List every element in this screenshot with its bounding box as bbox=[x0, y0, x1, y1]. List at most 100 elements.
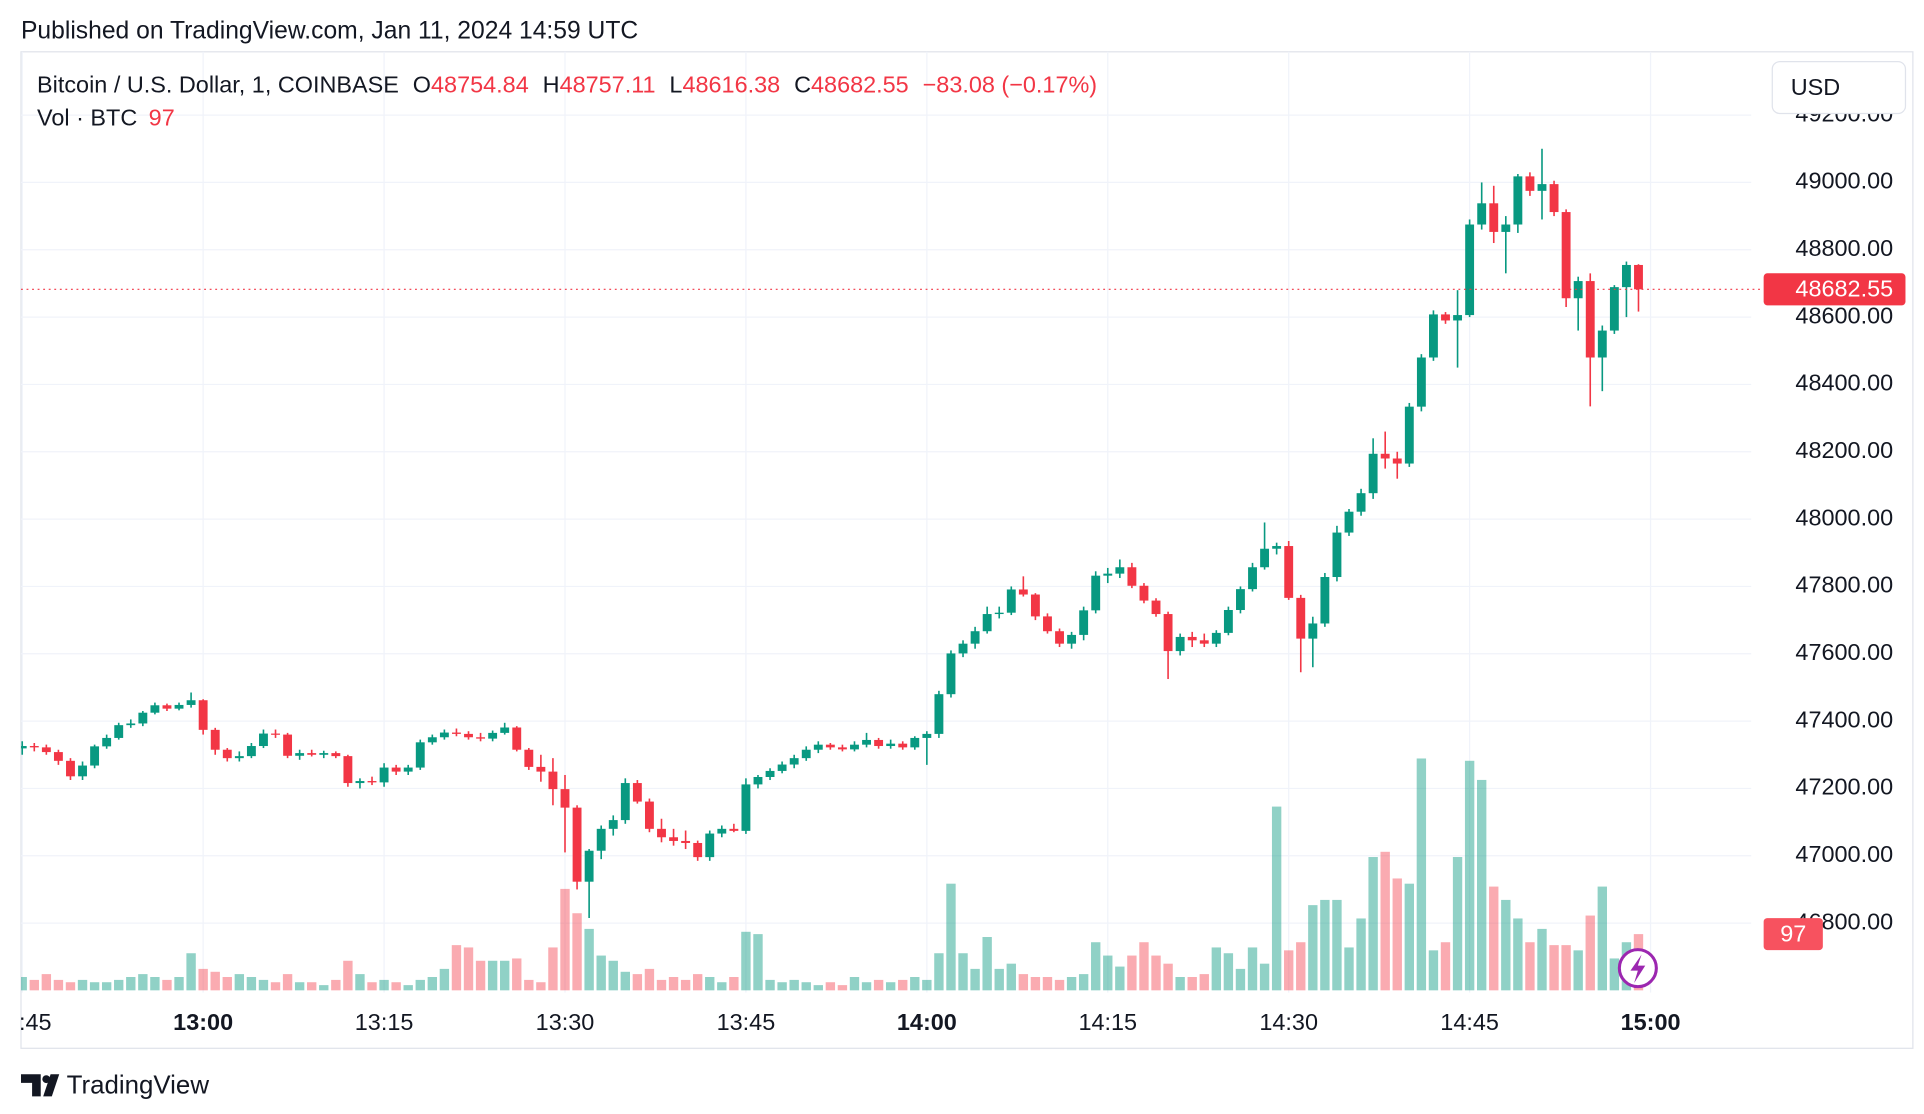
volume-bar bbox=[1440, 942, 1451, 991]
volume-bar bbox=[246, 977, 257, 991]
y-tick-label: 47000.00 bbox=[1795, 841, 1893, 867]
candle-body bbox=[20, 746, 27, 749]
candle-body bbox=[162, 705, 172, 709]
volume-bar bbox=[162, 979, 172, 991]
lightning-icon[interactable] bbox=[1617, 948, 1658, 989]
candle-body bbox=[729, 828, 739, 831]
candle-body bbox=[1429, 314, 1438, 358]
candle-body bbox=[1006, 589, 1016, 613]
volume-bar bbox=[1247, 947, 1258, 991]
candle-body bbox=[958, 643, 968, 654]
volume-bar bbox=[596, 955, 606, 991]
candle-body bbox=[1163, 614, 1173, 652]
candle-body bbox=[1573, 281, 1583, 299]
volume-bar bbox=[765, 979, 775, 991]
candle-body bbox=[862, 739, 871, 745]
candle-body bbox=[488, 732, 498, 739]
volume-bar bbox=[1380, 851, 1390, 991]
volume-bar bbox=[475, 960, 486, 991]
candle-body bbox=[1115, 567, 1125, 574]
volume-bar bbox=[560, 888, 570, 991]
candle-body bbox=[874, 739, 884, 747]
volume-bar bbox=[1477, 779, 1487, 991]
volume-bar bbox=[777, 982, 787, 991]
candle-body bbox=[1537, 184, 1547, 191]
volume-bar bbox=[403, 985, 413, 991]
grid bbox=[20, 51, 1752, 993]
volume-bar bbox=[1308, 905, 1318, 991]
x-tick-label: 14:00 bbox=[897, 1009, 957, 1035]
published-note: Published on TradingView.com, Jan 11, 20… bbox=[21, 18, 638, 45]
volume-badge-label: 97 bbox=[1780, 921, 1806, 947]
volume-bar bbox=[150, 977, 160, 991]
candle-body bbox=[1453, 315, 1463, 321]
candle-body bbox=[934, 694, 944, 734]
candle-body bbox=[970, 631, 980, 644]
candle-body bbox=[994, 612, 1004, 615]
candle-body bbox=[1392, 458, 1402, 464]
candle-body bbox=[922, 733, 932, 738]
candle-body bbox=[548, 771, 558, 790]
volume-bar bbox=[355, 974, 365, 991]
volume-bar bbox=[77, 979, 88, 991]
volume-bar bbox=[1549, 945, 1559, 991]
volume-bar bbox=[1513, 918, 1523, 991]
currency-box[interactable] bbox=[1771, 61, 1907, 115]
volume-bar bbox=[705, 977, 715, 991]
volume-bar bbox=[415, 979, 425, 991]
candle-body bbox=[379, 767, 389, 783]
candle-body bbox=[439, 732, 449, 738]
volume-bar bbox=[934, 953, 944, 991]
volume-bar bbox=[500, 960, 510, 991]
volume-bar bbox=[1489, 886, 1499, 991]
candle-body bbox=[512, 727, 522, 750]
candle-body bbox=[632, 783, 642, 802]
volume-bar bbox=[29, 979, 39, 991]
volume-bar bbox=[53, 979, 64, 991]
y-tick-label: 47400.00 bbox=[1795, 706, 1893, 732]
candle-body bbox=[1441, 314, 1450, 321]
candle-body bbox=[295, 753, 305, 756]
logo-mark bbox=[20, 1074, 60, 1097]
volume-bar bbox=[379, 979, 389, 991]
candle-body bbox=[898, 743, 908, 748]
candle-body bbox=[331, 753, 341, 757]
volume-bar bbox=[1404, 883, 1415, 991]
icon-bolt[interactable] bbox=[1630, 954, 1646, 983]
volume-bar bbox=[174, 977, 184, 991]
volume-bar bbox=[41, 974, 52, 991]
price-pane bbox=[20, 148, 1643, 919]
volume-bar bbox=[1211, 947, 1222, 991]
volume-bar bbox=[1573, 950, 1583, 991]
candle-body bbox=[596, 828, 606, 851]
currency-button[interactable]: USD bbox=[1771, 61, 1907, 115]
candle-body bbox=[1477, 203, 1487, 225]
candle-body bbox=[669, 837, 678, 841]
candle-body bbox=[246, 746, 256, 757]
candle-body bbox=[1223, 610, 1233, 633]
candle-body bbox=[78, 765, 87, 777]
y-tick-label: 47800.00 bbox=[1795, 572, 1893, 598]
volume-bar bbox=[958, 953, 968, 991]
volume-bar bbox=[270, 982, 281, 991]
candle-body bbox=[186, 700, 196, 705]
candle-body bbox=[644, 801, 654, 829]
open-value: 48754.84 bbox=[431, 72, 529, 98]
volume-bar bbox=[608, 960, 618, 991]
candle-body bbox=[572, 807, 582, 882]
volume-bar bbox=[1320, 899, 1330, 991]
candle-body bbox=[259, 733, 268, 747]
candle-body bbox=[1609, 287, 1619, 331]
last-price-badge bbox=[1763, 273, 1906, 306]
currency-label[interactable]: USD bbox=[1791, 74, 1840, 100]
candle-body bbox=[1284, 546, 1294, 598]
volume-bar bbox=[825, 982, 836, 991]
candle-body bbox=[1501, 224, 1511, 232]
candle-body bbox=[886, 743, 896, 747]
candle-body bbox=[1211, 632, 1221, 644]
volume-bar bbox=[319, 985, 329, 991]
volume-bar bbox=[668, 977, 679, 991]
candle-body bbox=[946, 653, 956, 695]
volume-bar bbox=[101, 982, 112, 991]
volume-bar bbox=[656, 979, 667, 991]
